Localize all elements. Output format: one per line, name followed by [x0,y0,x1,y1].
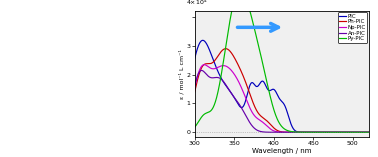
Ph-PIC [210,62,215,64]
An-PIC [192,85,197,87]
An-PIC [199,70,204,71]
Ph-PIC [328,131,333,133]
Np-PIC [312,131,316,133]
Ph-PIC [263,118,267,120]
PIC [312,131,316,133]
PIC [210,57,215,59]
Legend: PIC, Ph-PIC, Np-PIC, An-PIC, Py-PIC: PIC, Ph-PIC, Np-PIC, An-PIC, Py-PIC [338,12,367,43]
Np-PIC [202,64,206,66]
Line: Ph-PIC: Ph-PIC [195,49,369,132]
Ph-PIC [269,125,274,126]
An-PIC [269,131,274,133]
Ph-PIC [312,131,316,133]
Np-PIC [328,131,333,133]
An-PIC [263,131,267,133]
An-PIC [331,131,336,133]
Ph-PIC [223,48,228,50]
PIC [192,58,197,60]
Py-PIC [366,131,371,133]
Y-axis label: ε / mol⁻¹ L cm⁻¹: ε / mol⁻¹ L cm⁻¹ [179,49,184,99]
Line: An-PIC: An-PIC [195,70,369,132]
Py-PIC [312,131,316,133]
X-axis label: Wavelength / nm: Wavelength / nm [252,148,311,154]
PIC [263,84,267,85]
PIC [366,131,371,133]
Ph-PIC [366,131,371,133]
Py-PIC [210,108,215,110]
Py-PIC [328,131,333,133]
Np-PIC [263,123,267,125]
Line: Np-PIC: Np-PIC [195,65,369,132]
Ph-PIC [192,91,197,93]
Py-PIC [269,100,274,102]
An-PIC [312,131,316,133]
Np-PIC [269,129,274,131]
PIC [331,131,336,133]
Py-PIC [192,126,197,128]
Ph-PIC [331,131,336,133]
PIC [328,131,333,133]
Line: Py-PIC: Py-PIC [195,0,369,132]
An-PIC [210,77,215,79]
Py-PIC [263,73,267,75]
An-PIC [366,131,371,133]
Np-PIC [192,87,197,89]
Np-PIC [331,131,336,133]
Line: PIC: PIC [195,40,369,132]
Np-PIC [210,68,215,70]
An-PIC [328,131,333,133]
PIC [200,39,205,41]
Text: $4{\times}10^4$: $4{\times}10^4$ [186,0,208,7]
Py-PIC [331,131,336,133]
Np-PIC [366,131,371,133]
PIC [269,89,274,91]
